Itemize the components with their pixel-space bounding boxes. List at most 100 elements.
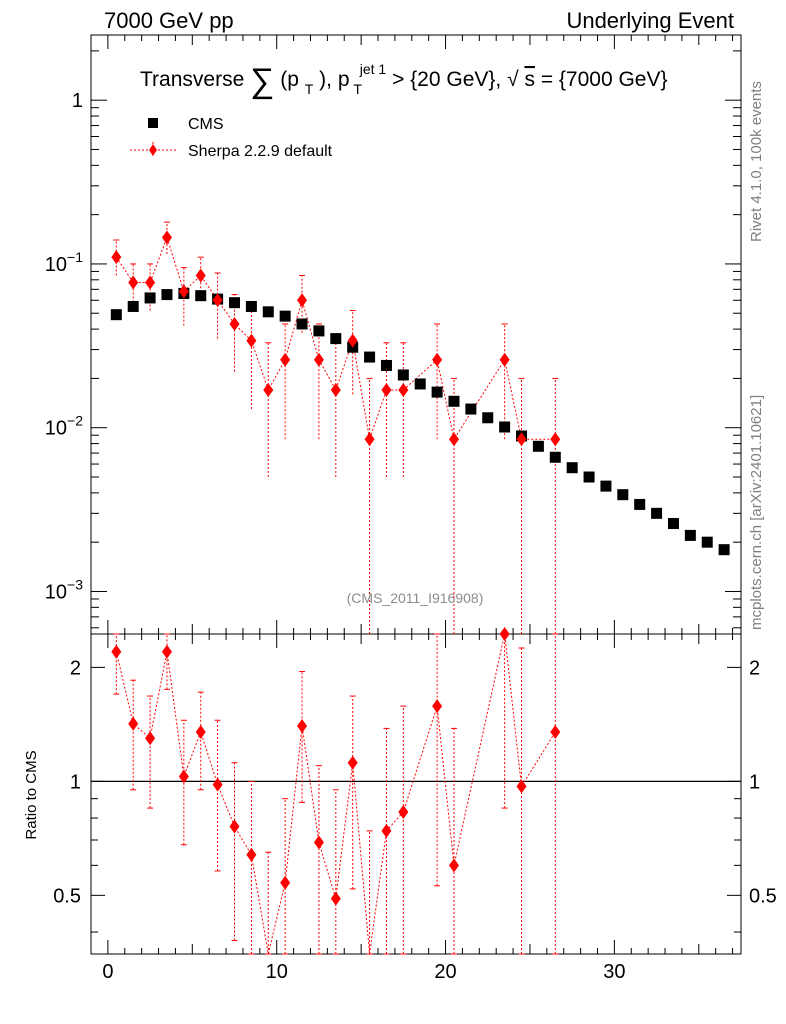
sherpa-point: [448, 432, 459, 447]
sherpa-point: [297, 293, 308, 308]
sherpa-point: [280, 352, 291, 367]
cms-point: [245, 300, 257, 312]
sherpa-ratio-point: [347, 755, 358, 770]
cms-point: [701, 536, 713, 548]
sherpa-ratio-point: [432, 699, 443, 714]
sherpa-point: [364, 432, 375, 447]
ratio-tick-label-right: 2: [749, 657, 760, 679]
cms-point: [499, 421, 511, 433]
sherpa-point: [330, 382, 341, 397]
sherpa-point: [161, 230, 172, 245]
sherpa-point: [516, 432, 527, 447]
sherpa-ratio-point: [229, 819, 240, 834]
legend-sherpa-label: Sherpa 2.2.9 default: [188, 143, 333, 160]
sherpa-point: [195, 268, 206, 283]
sherpa-ratio-point: [313, 835, 324, 850]
sherpa-point: [246, 333, 257, 348]
y-tick-label: 10−3: [45, 576, 83, 603]
sherpa-point: [398, 382, 409, 397]
sherpa-point: [229, 316, 240, 331]
cms-point: [195, 290, 207, 302]
cms-point: [364, 351, 376, 363]
sherpa-point: [145, 275, 156, 290]
watermark: (CMS_2011_I916908): [347, 590, 484, 606]
legend-sherpa-marker: [149, 144, 157, 156]
sherpa-ratio-point: [161, 644, 172, 659]
x-tick-label: 0: [102, 961, 113, 983]
cms-point: [465, 403, 477, 415]
sherpa-ratio-point: [178, 769, 189, 784]
sherpa-ratio-point: [381, 823, 392, 838]
cms-point: [634, 498, 646, 510]
cms-point: [380, 359, 392, 371]
cms-point: [482, 412, 494, 424]
cms-point: [718, 544, 730, 556]
sherpa-point: [381, 382, 392, 397]
legend: CMS Sherpa 2.2.9 default: [130, 116, 333, 160]
sherpa-ratio-point: [128, 716, 139, 731]
sherpa-ratio-point: [448, 858, 459, 873]
ratio-tick-label-right: 1: [749, 771, 760, 793]
sherpa-point: [313, 352, 324, 367]
sherpa-point: [111, 250, 122, 265]
x-tick-label: 10: [266, 961, 288, 983]
sherpa-ratio-point: [398, 805, 409, 820]
sherpa-ratio-point: [212, 777, 223, 792]
ratio-plot-frame: [90, 633, 742, 955]
sherpa-line: [115, 235, 556, 441]
cms-point: [414, 378, 426, 390]
sherpa-ratio-point: [145, 731, 156, 746]
sherpa-point: [128, 275, 139, 290]
sherpa-ratio-point: [330, 891, 341, 906]
header-right: Underlying Event: [566, 8, 734, 33]
sherpa-ratio-point: [499, 627, 510, 641]
sherpa-ratio-line: [115, 633, 556, 955]
sherpa-point: [550, 432, 561, 447]
sherpa-ratio-point: [111, 644, 122, 659]
y-tick-label: 10−2: [45, 413, 83, 440]
sherpa-point: [432, 352, 443, 367]
ratio-tick-label: 2: [70, 657, 81, 679]
sherpa-point: [499, 352, 510, 367]
legend-cms-marker: [148, 118, 158, 128]
cms-point: [600, 480, 612, 492]
cms-point: [566, 462, 578, 474]
cms-point: [279, 310, 291, 322]
header-left: 7000 GeV pp: [104, 8, 234, 33]
sherpa-ratio-point: [246, 847, 257, 862]
sherpa-point: [347, 333, 358, 348]
sherpa-ratio-point: [516, 779, 527, 794]
cms-point: [583, 471, 595, 483]
cms-point: [144, 292, 156, 304]
sherpa-ratio-point: [297, 719, 308, 734]
sherpa-point: [212, 293, 223, 308]
cms-point: [127, 300, 139, 312]
sherpa-ratio-point: [195, 725, 206, 740]
cms-point: [262, 306, 274, 318]
cms-point: [617, 489, 629, 501]
cms-point: [431, 386, 443, 398]
ratio-tick-label: 1: [70, 771, 81, 793]
cms-point: [313, 325, 325, 337]
x-tick-label: 30: [603, 961, 625, 983]
sherpa-ratio-point: [280, 875, 291, 890]
cms-point: [532, 440, 544, 452]
y-tick-label: 10−1: [45, 249, 83, 276]
cms-point: [651, 507, 663, 519]
cms-point: [161, 289, 173, 301]
sherpa-point: [263, 382, 274, 397]
ratio-y-axis-label: Ratio to CMS: [23, 750, 40, 839]
sherpa-point: [178, 284, 189, 299]
cms-point: [397, 369, 409, 381]
cms-point: [229, 297, 241, 309]
ratio-tick-label-right: 0.5: [749, 885, 777, 907]
cms-point: [684, 529, 696, 541]
y-tick-label: 1: [72, 90, 83, 112]
x-tick-label: 20: [434, 961, 456, 983]
ratio-tick-label: 0.5: [53, 885, 81, 907]
sherpa-ratio-point: [550, 725, 561, 740]
chart-title: Transverse ∑ (p T ), p T jet 1 > {20 GeV…: [140, 56, 668, 100]
cms-point: [330, 333, 342, 345]
cms-point: [549, 451, 561, 463]
